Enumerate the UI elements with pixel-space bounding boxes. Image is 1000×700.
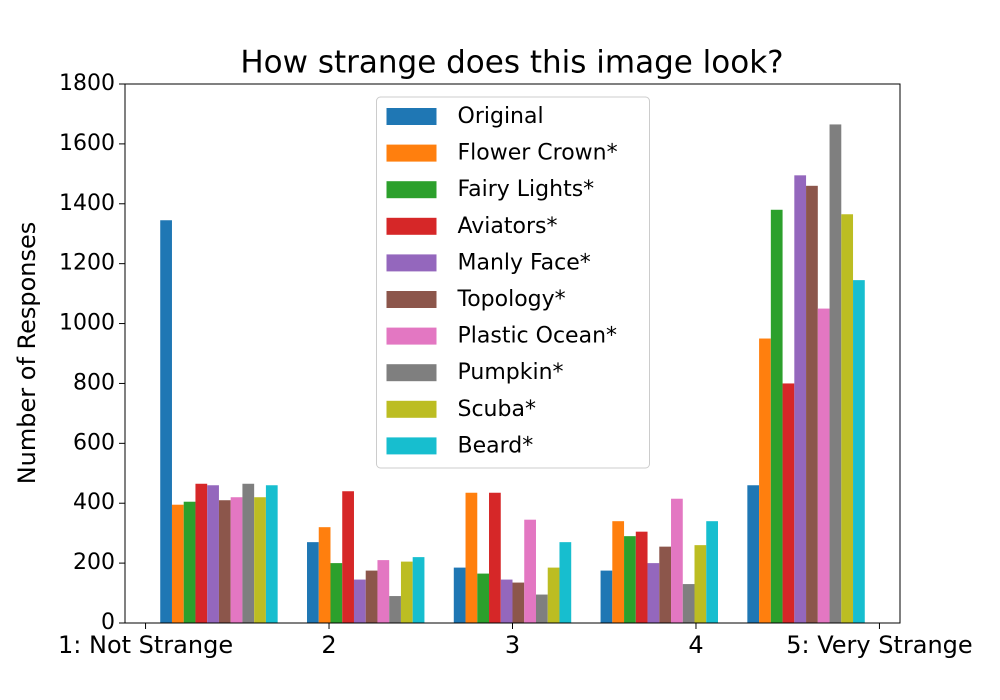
legend-label: Fairy Lights* [458,177,595,202]
legend-label: Manly Face* [458,250,591,275]
y-tick-label: 800 [73,370,115,395]
legend-swatch [386,217,437,235]
bar [782,383,795,623]
bar [307,542,319,623]
legend-label: Scuba* [458,397,536,422]
bar [770,209,783,623]
y-tick-label: 600 [73,430,115,455]
y-tick-label: 0 [101,610,115,635]
legend-label: Original [458,104,544,129]
bar [635,531,648,623]
bar [171,504,184,623]
x-tick-label: 1: Not Strange [58,631,233,659]
bar [400,561,413,623]
plot-frame [124,83,901,624]
bar [706,521,718,623]
bar [817,308,830,623]
y-tick-label: 1800 [59,71,115,96]
bar [254,497,266,623]
legend-box [376,96,650,469]
bar [500,579,513,623]
bar [453,567,466,623]
y-tick-label: 1600 [59,131,115,156]
y-tick-label: 1400 [59,191,115,216]
x-tick-label: 2 [321,631,336,659]
bar [207,485,219,623]
chart-title: How strange does this image look? [240,45,783,81]
legend-swatch [386,437,437,455]
bar [412,557,425,623]
legend-swatch [386,181,437,199]
bar [230,497,243,623]
bar [794,175,807,623]
bar [612,521,625,623]
bar [759,338,771,623]
bar [242,483,255,623]
legend-swatch [386,144,437,162]
bar [160,220,172,623]
bar [747,485,760,623]
legend-swatch [386,254,437,272]
legend-label: Flower Crown* [458,141,618,166]
x-tick-label: 5: Very Strange [786,631,972,659]
x-tick-label: 4 [688,631,703,659]
bar [489,492,501,623]
legend-swatch [386,400,437,418]
x-tick-label: 3 [505,631,520,659]
y-axis-label: Number of Responses [13,222,41,485]
legend-swatch [386,364,437,382]
y-tick-label: 1200 [59,251,115,276]
bar [647,563,660,623]
bar [330,563,343,623]
legend-label: Topology* [457,287,566,312]
legend-swatch [386,108,437,125]
legend-label: Aviators* [458,214,558,239]
bar [841,214,854,623]
bar [600,570,613,623]
bar [853,280,865,623]
bar [547,567,560,623]
bar [694,545,707,623]
bar [342,491,354,623]
bar [477,573,490,623]
legend-label: Plastic Ocean* [458,324,618,349]
bar [389,596,401,623]
bar [659,546,672,623]
bar [318,527,331,623]
bar [465,492,478,623]
legend-label: Beard* [458,433,534,458]
legend-swatch [386,291,437,308]
bar [512,582,525,623]
bar [682,584,695,623]
bar [195,483,208,623]
bar [365,570,378,623]
bar [559,542,572,623]
bar [535,594,548,623]
bar [671,498,683,623]
bar [524,519,536,623]
legend-swatch [386,327,437,345]
bar [353,579,366,623]
bar [806,185,818,624]
y-tick-label: 1000 [59,311,115,336]
bar [624,536,636,623]
bar [829,124,842,624]
bar [377,560,390,623]
bar [183,501,196,623]
legend-label: Pumpkin* [458,360,564,385]
y-tick-label: 200 [73,550,115,575]
y-tick-label: 400 [73,490,115,515]
bar [265,485,278,623]
bar [218,500,231,623]
